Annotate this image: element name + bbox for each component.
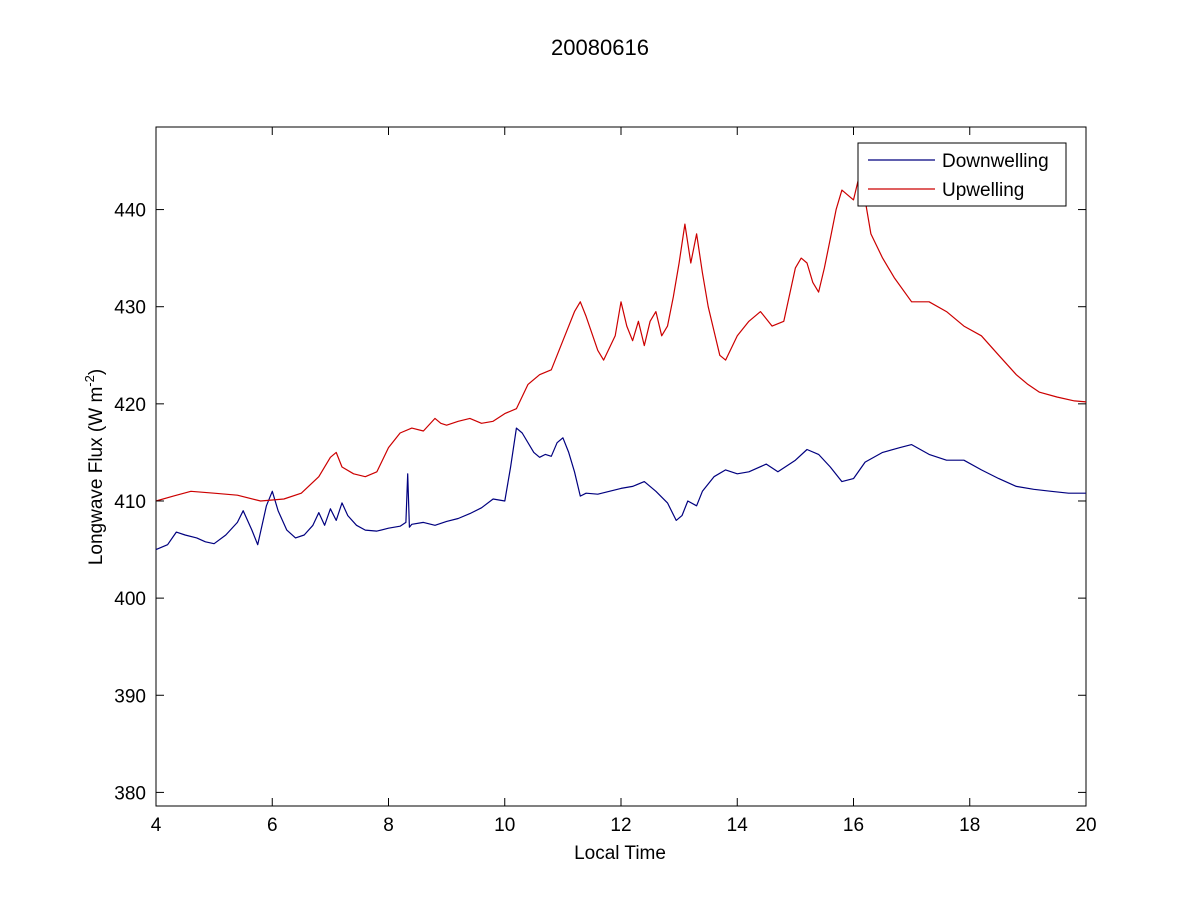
legend: Downwelling Upwelling xyxy=(857,142,1067,207)
y-axis-label-suffix: ) xyxy=(86,369,107,375)
y-tick-label: 410 xyxy=(114,492,146,513)
x-tick-label: 10 xyxy=(494,815,515,836)
legend-label-upwelling: Upwelling xyxy=(942,180,1024,201)
legend-label-downwelling: Downwelling xyxy=(942,151,1049,172)
x-tick-label: 20 xyxy=(1075,815,1096,836)
y-tick-label: 390 xyxy=(114,686,146,707)
series-line-upwelling xyxy=(155,175,1087,502)
x-tick-label: 16 xyxy=(843,815,864,836)
x-tick-label: 14 xyxy=(727,815,749,836)
y-tick-label: 380 xyxy=(114,783,146,804)
legend-box xyxy=(857,142,1067,207)
x-tick-label: 12 xyxy=(610,815,631,836)
y-tick-label: 400 xyxy=(114,589,146,610)
chart-title: 20080616 xyxy=(551,35,649,60)
plot-area xyxy=(155,126,1087,807)
y-axis-label: Longwave Flux (W m-2) xyxy=(82,369,107,565)
x-tick-label: 4 xyxy=(151,815,162,836)
tick-layer: 4 6 8 10 12 14 16 18 20 380 390 400 410 420 430 440 xyxy=(114,127,1097,836)
y-axis-label-exponent: -2 xyxy=(82,375,97,387)
y-axis-label-text: Longwave Flux (W m xyxy=(86,387,107,565)
series-line-downwelling xyxy=(155,427,1086,551)
x-tick-label: 8 xyxy=(383,815,394,836)
y-tick-label: 430 xyxy=(114,298,146,319)
y-tick-label: 440 xyxy=(114,201,146,222)
y-tick-label: 420 xyxy=(114,395,146,416)
x-axis-label: Local Time xyxy=(574,843,666,864)
series-layer xyxy=(155,175,1087,551)
x-tick-label: 18 xyxy=(959,815,980,836)
x-tick-label: 6 xyxy=(267,815,278,836)
